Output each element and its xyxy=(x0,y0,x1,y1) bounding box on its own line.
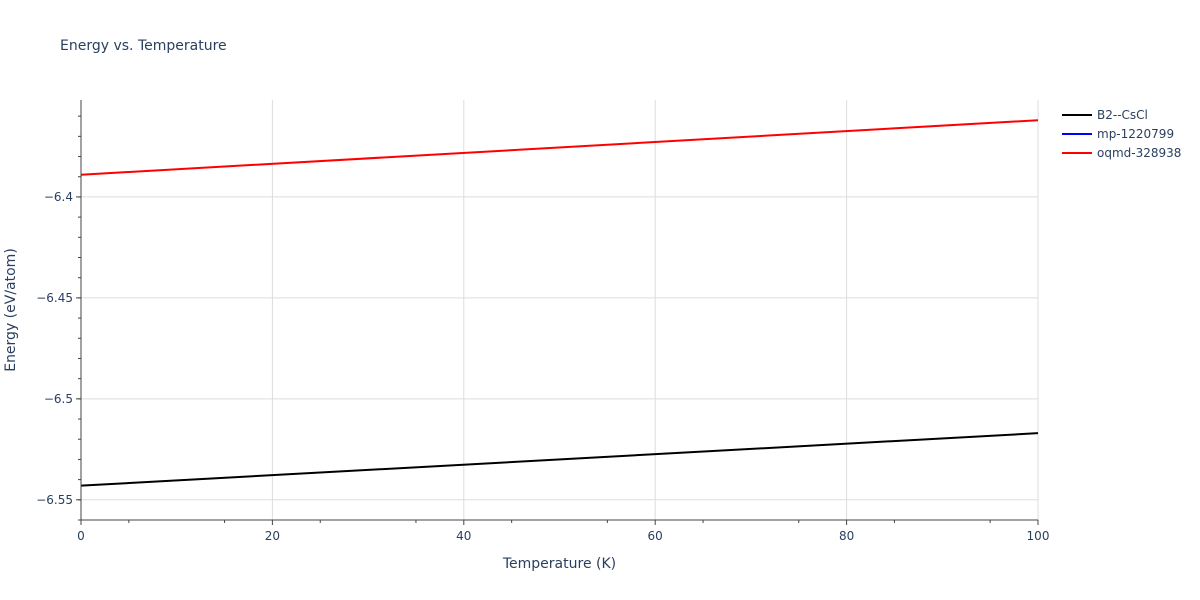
x-tick-label: 100 xyxy=(1027,529,1050,543)
legend-label: mp-1220799 xyxy=(1097,127,1174,141)
series-line-oqmd-328938 xyxy=(80,119,1039,176)
chart-title: Energy vs. Temperature xyxy=(60,38,227,54)
legend-item[interactable]: mp-1220799 xyxy=(1062,127,1174,141)
legend-item[interactable]: oqmd-328938 xyxy=(1062,146,1181,160)
legend-label: B2--CsCl xyxy=(1097,108,1148,122)
y-tick-label: −6.5 xyxy=(44,392,73,406)
y-tick-label: −6.45 xyxy=(36,291,73,305)
legend-label: oqmd-328938 xyxy=(1097,146,1181,160)
x-tick-label: 0 xyxy=(77,529,85,543)
y-tick-label: −6.4 xyxy=(44,190,73,204)
y-axis-ticks: −6.4 −6.45 −6.5 −6.55 xyxy=(36,115,81,521)
x-tick-label: 60 xyxy=(648,529,663,543)
data-series xyxy=(80,119,1039,487)
legend-item[interactable]: B2--CsCl xyxy=(1062,108,1148,122)
x-axis-title: Temperature (K) xyxy=(502,556,616,572)
grid-lines xyxy=(81,100,1039,520)
y-axis-title: Energy (eV/atom) xyxy=(3,248,19,372)
x-tick-label: 80 xyxy=(839,529,854,543)
x-tick-label: 40 xyxy=(456,529,471,543)
x-tick-label: 20 xyxy=(265,529,280,543)
y-tick-label: −6.55 xyxy=(36,493,73,507)
legend[interactable]: B2--CsCl mp-1220799 oqmd-328938 xyxy=(1062,108,1181,160)
x-axis-ticks: 0 20 40 60 80 100 xyxy=(77,520,1049,543)
series-line-b2-cscl xyxy=(80,432,1039,487)
